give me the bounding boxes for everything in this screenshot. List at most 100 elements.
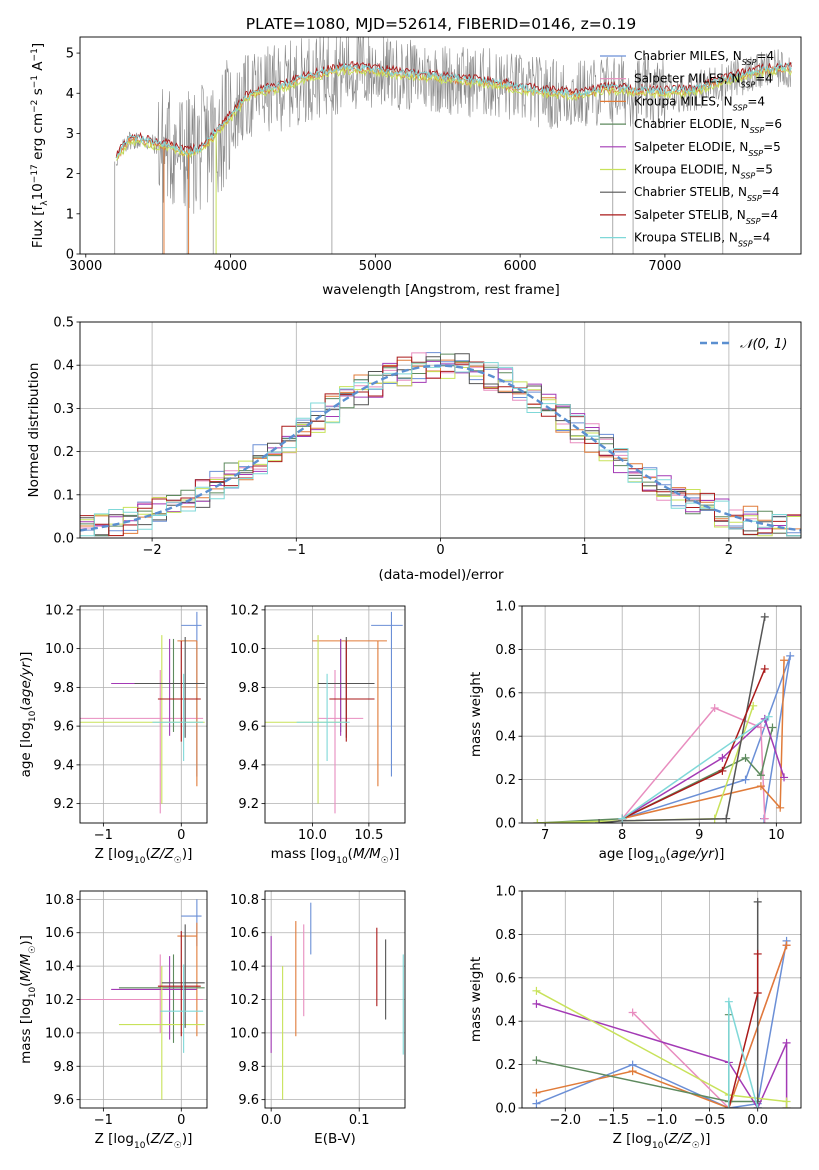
x-tick-label: −1 <box>94 828 113 843</box>
weight-marker <box>782 1104 791 1108</box>
y-tick-label: 0.4 <box>495 730 516 745</box>
weight-marker <box>780 656 789 665</box>
x-tick-label: 2 <box>725 543 733 558</box>
weight-marker <box>786 651 795 660</box>
y-tick-label: 9.6 <box>53 720 74 735</box>
x-tick-label: −1 <box>94 1113 113 1128</box>
x-tick-label: 0.0 <box>747 1113 768 1128</box>
errorbar-kroupa_stelib <box>152 673 204 761</box>
y-tick-label: 9.8 <box>53 681 74 696</box>
y-tick-label: 9.4 <box>238 758 259 773</box>
axes-frame <box>264 890 406 1109</box>
y-tick-label: 10.8 <box>45 893 74 908</box>
weight-marker <box>532 986 541 995</box>
axes-frame <box>79 605 208 824</box>
weight-marker <box>756 723 765 732</box>
x-tick-label: 3000 <box>69 259 102 274</box>
y-label-part: ] <box>30 43 46 48</box>
x-tick-label: −2.0 <box>550 1113 582 1128</box>
weight-marker <box>718 766 727 775</box>
y-tick-label: 0.6 <box>495 971 516 986</box>
weight-marker <box>710 703 719 712</box>
x-label-part: ( <box>663 1131 668 1147</box>
errorbar-kroupa_stelib <box>160 964 204 1053</box>
y-tick-label: 0 <box>66 248 74 263</box>
x-axis-label: mass [log10(M/M☉)] <box>271 846 400 866</box>
y-label-part: age [log <box>18 722 34 777</box>
x-axis-label: (data-model)/error <box>378 567 504 583</box>
weight-marker <box>760 612 769 621</box>
y-tick-label: 0.6 <box>495 686 516 701</box>
y-label-part: ( <box>18 705 34 710</box>
x-tick-label: 5000 <box>359 259 392 274</box>
model-line-salpeter_stelib <box>115 61 792 158</box>
legend-text: Kroupa MILES, N <box>634 94 733 108</box>
x-label-part: age [log <box>599 846 654 862</box>
weight-marker <box>532 1056 541 1065</box>
mass-vs-ebv-panel: 0.0 0.1 9.6 9.8 10.0 10.2 10.4 10.6 10.8 E(B-V) <box>230 890 406 1147</box>
y-tick-label: 10.2 <box>230 993 259 1008</box>
legend-label: Kroupa MILES, NSSP=4 <box>634 94 765 112</box>
errorbar-kroupa_miles <box>312 640 387 787</box>
weight-marker <box>776 803 785 812</box>
x-tick-label: 0 <box>177 828 185 843</box>
weight-marker <box>753 949 762 958</box>
x-label-part: E(B-V) <box>314 1131 356 1147</box>
x-tick-label: −1 <box>287 543 306 558</box>
y-label-part: mass weight <box>468 672 484 757</box>
y-label-part: mass [log <box>18 998 34 1064</box>
weight-line-salpeter_elodie <box>621 717 785 820</box>
y-label-part: Flux [f <box>30 204 46 248</box>
y-tick-label: 9.4 <box>53 758 74 773</box>
legend-label: Chabrier STELIB, NSSP=4 <box>634 185 779 203</box>
mass-vs-metallicity-panel: −1 09.69.810.010.210.410.610.8Z [log10(Z/… <box>18 890 208 1151</box>
errorbar-kroupa_elodie <box>118 966 205 1100</box>
legend-subscript: SSP <box>747 194 762 203</box>
legend-value: =4 <box>755 72 773 86</box>
y-tick-label: 4 <box>66 87 74 102</box>
y-tick-label: 10.2 <box>230 603 259 618</box>
legend-text: Chabrier STELIB, N <box>634 185 747 199</box>
legend-text: Chabrier ELODIE, N <box>634 117 750 131</box>
x-tick-label: 6000 <box>504 259 537 274</box>
legend-value: =4 <box>760 208 778 222</box>
y-tick-label: 10.0 <box>230 1026 259 1041</box>
y-label-part: M/M <box>18 953 34 981</box>
legend-text: Salpeter ELODIE, N <box>634 140 748 154</box>
y-axis-label: mass weight <box>468 957 484 1042</box>
y-tick-label: 0.0 <box>53 532 74 547</box>
axes-frame <box>521 890 802 1109</box>
errorbar-salpeter_elodie <box>111 956 197 1040</box>
y-tick-label: 10.4 <box>230 960 259 975</box>
legend-subscript: SSP <box>748 148 763 157</box>
model-line-kroupa_elodie <box>115 66 792 161</box>
axes-frame <box>79 321 802 539</box>
x-label-part: mass [log <box>271 846 337 862</box>
residuals-panel: −2 −1 0 1 2 0.0 0.1 0.2 0.3 0.4 0.5 𝒩(0, 1) (data-mo… <box>26 316 802 583</box>
x-tick-label: 1 <box>581 543 589 558</box>
y-label-part: )] <box>18 652 34 663</box>
y-tick-label: 9.2 <box>53 797 74 812</box>
y-tick-label: 10.0 <box>230 642 259 657</box>
x-label-part: 10 <box>654 856 666 866</box>
errorbar-salpeter_miles <box>80 954 204 1033</box>
y-tick-label: 1 <box>66 207 74 222</box>
y-tick-label: 9.8 <box>53 1060 74 1075</box>
legend-label: Salpeter ELODIE, NSSP=5 <box>634 140 781 158</box>
legend-subscript: SSP <box>750 126 765 135</box>
y-axis-label: mass [log10(M/M☉)] <box>18 935 38 1064</box>
weight-line-kroupa_miles <box>622 660 785 820</box>
legend-subscript: SSP <box>742 58 757 67</box>
x-label-part: 10 <box>134 1141 146 1151</box>
x-tick-label: −1.0 <box>646 1113 678 1128</box>
weight-marker <box>532 1088 541 1097</box>
y-tick-label: 0.8 <box>495 643 516 658</box>
legend-subscript: SSP <box>741 80 756 89</box>
normal-curve-line <box>80 364 801 532</box>
weight-marker <box>768 723 777 732</box>
legend-label: Kroupa STELIB, NSSP=4 <box>634 231 770 249</box>
x-label-part: Z [log <box>95 846 134 862</box>
weight-marker <box>756 782 765 791</box>
x-label-part: Z/Z <box>668 1131 693 1147</box>
x-label-part: age/yr <box>671 846 716 862</box>
